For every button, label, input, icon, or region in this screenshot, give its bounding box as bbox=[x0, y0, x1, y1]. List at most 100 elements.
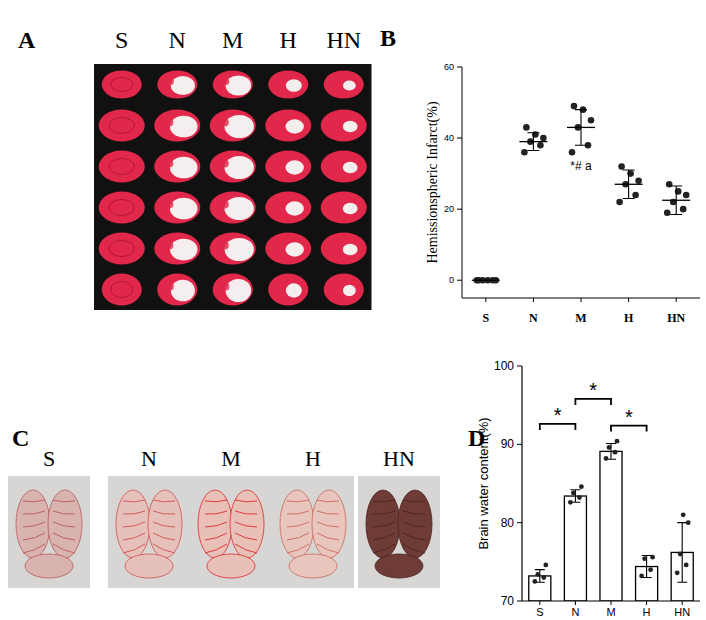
x-tick bbox=[646, 601, 647, 605]
cerebellum bbox=[375, 554, 423, 578]
brain-slice bbox=[213, 274, 253, 306]
vessel bbox=[123, 500, 145, 502]
data-point bbox=[615, 439, 620, 444]
slice-detail bbox=[167, 78, 174, 85]
infarct-area bbox=[286, 283, 302, 297]
infarct-area bbox=[226, 279, 252, 302]
infarct-area bbox=[224, 156, 253, 179]
infarct-area bbox=[285, 242, 303, 256]
slice-detail bbox=[111, 282, 133, 298]
vessel bbox=[287, 522, 309, 527]
infarct-area bbox=[170, 239, 198, 261]
brain-slice bbox=[321, 192, 367, 224]
brain-slice bbox=[99, 233, 145, 265]
y-tick bbox=[457, 280, 462, 281]
data-point bbox=[607, 445, 612, 450]
y-tick-label: 0 bbox=[449, 275, 454, 285]
vessel bbox=[205, 544, 227, 553]
group-label: N bbox=[169, 27, 186, 53]
brain-slice bbox=[210, 151, 256, 183]
photo-background bbox=[272, 476, 354, 588]
vessel bbox=[235, 511, 257, 514]
significance-label: * bbox=[589, 379, 597, 401]
infarct-area bbox=[343, 121, 358, 133]
brain-slice bbox=[210, 110, 256, 142]
data-point bbox=[521, 149, 528, 156]
x-tick-label: S bbox=[536, 606, 543, 618]
vessel bbox=[23, 511, 45, 514]
slice-detail bbox=[109, 118, 134, 134]
vessel bbox=[123, 522, 145, 527]
x-tick bbox=[676, 298, 677, 302]
slice-detail bbox=[332, 201, 340, 209]
group-label: HN bbox=[383, 446, 415, 471]
vessel bbox=[373, 533, 395, 540]
data-point bbox=[588, 117, 595, 124]
brain-slice bbox=[324, 71, 364, 99]
infarct-area bbox=[170, 157, 198, 179]
brain-slice bbox=[265, 110, 311, 142]
infarct-area bbox=[171, 76, 195, 95]
error-bar bbox=[575, 110, 587, 146]
data-point bbox=[650, 555, 655, 560]
group-label: HN bbox=[326, 27, 361, 53]
vessel bbox=[205, 533, 227, 540]
slice-detail bbox=[165, 160, 173, 168]
slice-detail bbox=[109, 159, 134, 175]
vessel bbox=[235, 544, 257, 553]
panel-letter: A bbox=[18, 27, 36, 53]
data-point bbox=[632, 192, 639, 199]
x-tick-label: HN bbox=[674, 606, 690, 618]
brain-slice bbox=[213, 71, 253, 99]
slice-detail bbox=[276, 160, 284, 168]
brain-slice bbox=[321, 233, 367, 265]
infarct-area bbox=[170, 116, 198, 138]
hemisphere bbox=[16, 490, 50, 558]
x-tick bbox=[611, 601, 612, 605]
vessel bbox=[403, 522, 425, 527]
data-point bbox=[639, 574, 644, 579]
vessel bbox=[153, 511, 175, 514]
annotation: *# a bbox=[570, 159, 592, 173]
data-point bbox=[571, 491, 576, 496]
cerebellum bbox=[207, 554, 255, 578]
vessel bbox=[287, 544, 309, 553]
error-bar bbox=[670, 186, 682, 214]
data-point bbox=[664, 209, 671, 216]
infarct-area bbox=[171, 280, 195, 302]
brain-slice bbox=[154, 110, 200, 142]
x-tick bbox=[682, 601, 683, 605]
x-tick bbox=[485, 298, 486, 302]
y-axis-label: Hemissionspheric Infarct(%) bbox=[425, 101, 441, 263]
data-point bbox=[642, 556, 647, 561]
vessel bbox=[53, 533, 75, 540]
vessel bbox=[235, 533, 257, 540]
vessel bbox=[123, 533, 145, 540]
infarct-area bbox=[343, 285, 356, 297]
data-point bbox=[541, 575, 546, 580]
x-tick-label: H bbox=[624, 311, 634, 325]
group-label: H bbox=[280, 27, 297, 53]
group-label: N bbox=[141, 446, 157, 471]
group-label: M bbox=[221, 446, 241, 471]
brain-slice bbox=[102, 274, 142, 306]
brain-slice bbox=[157, 274, 197, 306]
x-tick-label: N bbox=[529, 311, 538, 325]
data-point bbox=[648, 567, 653, 572]
infarct-area bbox=[286, 79, 302, 92]
x-tick-label: M bbox=[575, 311, 586, 325]
slice-detail bbox=[221, 160, 229, 168]
data-point bbox=[571, 103, 578, 110]
vessel bbox=[235, 522, 257, 527]
brain-slice bbox=[99, 151, 145, 183]
x-tick-label: S bbox=[482, 311, 489, 325]
slice-detail bbox=[221, 201, 229, 209]
data-point bbox=[675, 570, 680, 575]
vessel bbox=[373, 544, 395, 553]
infarct-area bbox=[343, 203, 358, 215]
plot-marks bbox=[529, 439, 693, 601]
slice-detail bbox=[333, 78, 340, 85]
y-tick-label: 80 bbox=[501, 516, 515, 530]
y-tick bbox=[457, 209, 462, 210]
y-axis bbox=[462, 67, 463, 298]
